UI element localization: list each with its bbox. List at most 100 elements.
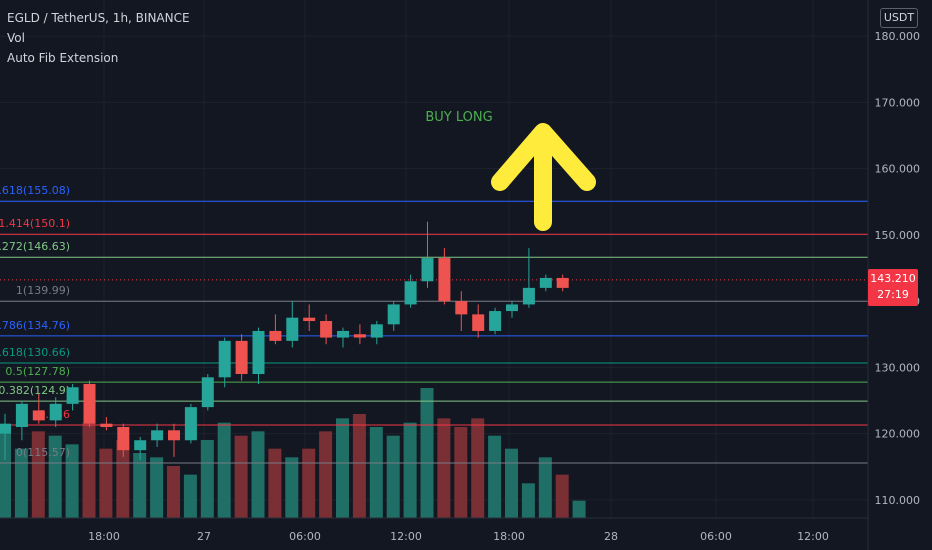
fib-label: 0.5(127.78) bbox=[5, 365, 70, 378]
volume-bar bbox=[437, 418, 451, 518]
candle-body bbox=[235, 340, 248, 374]
y-tick-label: 110.000 bbox=[875, 494, 921, 507]
candle-body bbox=[184, 407, 197, 441]
y-tick-label: 150.000 bbox=[875, 229, 921, 242]
buy-long-annotation: BUY LONG bbox=[425, 110, 492, 125]
volume-bar bbox=[251, 431, 265, 518]
volume-bar bbox=[268, 448, 282, 518]
candle-body bbox=[421, 258, 434, 282]
candle-body bbox=[201, 377, 214, 408]
volume-bar bbox=[150, 457, 164, 518]
candle-body bbox=[100, 423, 113, 427]
candle-timer: 27:19 bbox=[877, 288, 909, 301]
candle-body bbox=[168, 430, 180, 441]
volume-bar bbox=[217, 422, 231, 518]
y-tick-label: 130.000 bbox=[875, 361, 921, 374]
candle-body bbox=[404, 281, 417, 305]
fib-label: 1.272(146.63) bbox=[0, 240, 70, 253]
volume-bar bbox=[521, 483, 535, 518]
candle-body bbox=[83, 383, 96, 424]
x-tick-label: 06:00 bbox=[700, 530, 732, 543]
candle-body bbox=[32, 410, 45, 421]
y-tick-label: 180.000 bbox=[875, 30, 921, 43]
candle-body bbox=[455, 301, 468, 315]
volume-bar bbox=[352, 414, 366, 518]
fib-label: 0.382(124.9) bbox=[0, 384, 70, 397]
volume-bar bbox=[116, 440, 130, 518]
candle-body bbox=[252, 330, 265, 374]
volume-bar bbox=[488, 435, 502, 518]
candle-body bbox=[539, 277, 552, 288]
volume-bar bbox=[420, 388, 434, 518]
candle-body bbox=[556, 277, 569, 288]
volume-bar bbox=[0, 427, 11, 518]
volume-bar bbox=[82, 422, 96, 518]
volume-bar bbox=[99, 448, 113, 518]
candle-body bbox=[337, 330, 349, 338]
volume-bar bbox=[234, 435, 248, 518]
fib-indicator-label[interactable]: Auto Fib Extension bbox=[7, 51, 119, 65]
volume-bar bbox=[14, 448, 28, 518]
fib-label: 0(115.57) bbox=[16, 446, 70, 459]
currency-button[interactable]: USDT bbox=[880, 8, 918, 28]
candle-body bbox=[370, 324, 383, 338]
candle-body bbox=[387, 304, 400, 325]
candle-body bbox=[303, 317, 316, 321]
volume-bar bbox=[555, 474, 569, 518]
fib-label: 1(139.99) bbox=[16, 284, 70, 297]
candle-body bbox=[66, 387, 79, 404]
candle-body bbox=[320, 321, 333, 338]
volume-bar bbox=[336, 418, 349, 518]
volume-bar bbox=[454, 427, 468, 518]
volume-indicator-label[interactable]: Vol bbox=[7, 31, 25, 45]
y-tick-label: 160.000 bbox=[875, 163, 921, 176]
current-price-value: 143.210 bbox=[870, 272, 916, 285]
volume-bar bbox=[133, 453, 147, 518]
symbol-title[interactable]: EGLD / TetherUS, 1h, BINANCE bbox=[7, 11, 190, 25]
volume-bar bbox=[403, 422, 417, 518]
volume-bar bbox=[319, 431, 333, 518]
x-tick-label: 12:00 bbox=[390, 530, 422, 543]
candle-body bbox=[0, 423, 11, 434]
candle-body bbox=[269, 330, 282, 341]
candle-body bbox=[117, 427, 130, 451]
volume-bar bbox=[538, 457, 552, 518]
candle-body bbox=[49, 403, 62, 421]
candle-body bbox=[218, 340, 231, 378]
candle-body bbox=[286, 317, 299, 341]
x-tick-label: 18:00 bbox=[88, 530, 120, 543]
fib-label: 1.414(150.1) bbox=[0, 217, 70, 230]
volume-bar bbox=[167, 466, 180, 518]
volume-bar bbox=[200, 440, 214, 518]
x-tick-label: 27 bbox=[197, 530, 211, 543]
volume-bar bbox=[48, 435, 62, 518]
chart-legend: EGLD / TetherUS, 1h, BINANCE Vol Auto Fi… bbox=[7, 8, 190, 68]
current-price-badge: 143.210 27:19 bbox=[868, 269, 918, 306]
x-tick-label: 06:00 bbox=[289, 530, 321, 543]
candle-body bbox=[353, 334, 366, 338]
candle-body bbox=[506, 304, 518, 312]
volume-bar bbox=[31, 431, 45, 518]
fib-label: 0.618(130.66) bbox=[0, 346, 70, 359]
volume-bar bbox=[505, 448, 518, 518]
y-tick-label: 170.000 bbox=[875, 96, 921, 109]
candle-body bbox=[489, 311, 502, 331]
volume-bar bbox=[285, 457, 299, 518]
volume-bar bbox=[572, 500, 586, 518]
fib-label: 0.786(134.76) bbox=[0, 319, 70, 332]
candle-body bbox=[134, 440, 147, 451]
candle-body bbox=[438, 258, 451, 302]
candle-body bbox=[472, 314, 485, 331]
volume-bar bbox=[471, 418, 485, 518]
candle-body bbox=[522, 287, 535, 305]
volume-bar bbox=[183, 474, 197, 518]
volume-bar bbox=[302, 448, 316, 518]
y-tick-label: 120.000 bbox=[875, 428, 921, 441]
volume-bar bbox=[369, 427, 383, 518]
x-tick-label: 18:00 bbox=[493, 530, 525, 543]
candle-body bbox=[15, 403, 28, 427]
candle-body bbox=[151, 430, 164, 441]
x-tick-label: 12:00 bbox=[797, 530, 829, 543]
